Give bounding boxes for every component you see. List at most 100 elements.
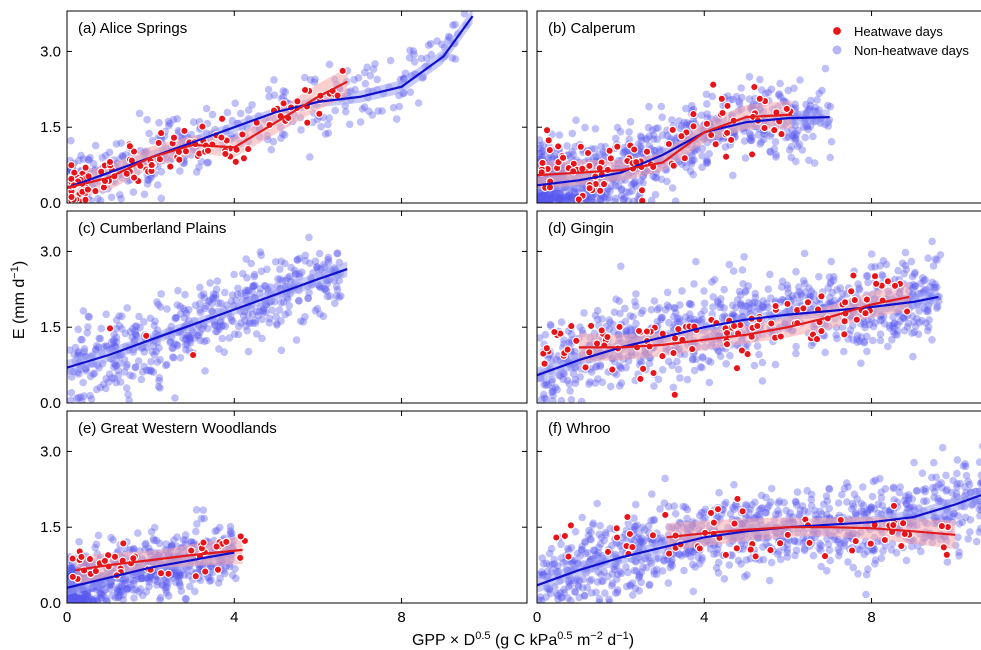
non-heatwave-point (180, 571, 189, 579)
non-heatwave-point (275, 306, 284, 314)
non-heatwave-point (795, 140, 804, 148)
non-heatwave-point (775, 91, 783, 99)
non-heatwave-point (559, 196, 568, 203)
non-heatwave-point (758, 302, 766, 310)
non-heatwave-point (112, 378, 120, 387)
non-heatwave-point (157, 168, 166, 176)
non-heatwave-point (619, 195, 628, 203)
non-heatwave-point (578, 326, 587, 335)
non-heatwave-point (703, 156, 711, 164)
non-heatwave-point (179, 304, 188, 313)
non-heatwave-point (565, 339, 573, 347)
non-heatwave-point (186, 333, 195, 342)
non-heatwave-point (129, 372, 137, 380)
non-heatwave-point (953, 469, 961, 478)
heatwave-point (664, 139, 674, 149)
non-heatwave-point (67, 564, 75, 573)
non-heatwave-point (761, 89, 770, 98)
non-heatwave-point (714, 569, 723, 577)
non-heatwave-point (645, 102, 653, 111)
non-heatwave-point (869, 322, 878, 331)
non-heatwave-point (192, 168, 201, 176)
non-heatwave-point (638, 534, 646, 543)
non-heatwave-point (617, 186, 626, 194)
non-heatwave-point (668, 561, 676, 570)
non-heatwave-point (537, 196, 545, 203)
non-heatwave-point (162, 578, 171, 587)
heatwave-point (771, 301, 780, 311)
heatwave-point (942, 550, 951, 559)
non-heatwave-point (862, 590, 870, 599)
non-heatwave-point (783, 284, 792, 293)
non-heatwave-point (745, 304, 753, 313)
non-heatwave-point (614, 182, 623, 190)
non-heatwave-point (537, 149, 543, 158)
non-heatwave-point (120, 368, 129, 376)
heatwave-point (634, 326, 644, 336)
non-heatwave-point (762, 508, 770, 517)
non-heatwave-point (565, 380, 574, 388)
non-heatwave-point (774, 510, 783, 518)
non-heatwave-point (712, 564, 721, 572)
non-heatwave-point (361, 79, 370, 88)
non-heatwave-point (166, 337, 175, 346)
non-heatwave-point (761, 130, 769, 139)
non-heatwave-point (953, 456, 962, 464)
panels-group: 0.01.53.0(a) Alice Springs (b) Calperum0.… (40, 10, 981, 626)
non-heatwave-point (67, 597, 74, 603)
non-heatwave-point (606, 187, 614, 195)
non-heatwave-point (107, 193, 116, 202)
non-heatwave-point (74, 325, 82, 334)
non-heatwave-point (593, 306, 602, 315)
non-heatwave-point (657, 175, 666, 184)
non-heatwave-point (130, 594, 138, 602)
non-heatwave-point (601, 194, 609, 202)
non-heatwave-point (67, 593, 76, 602)
non-heatwave-point (544, 154, 553, 163)
non-heatwave-point (414, 99, 423, 107)
non-heatwave-point (591, 311, 600, 320)
non-heatwave-point (333, 249, 342, 258)
non-heatwave-point (745, 508, 753, 517)
non-heatwave-point (909, 284, 917, 293)
non-heatwave-point (221, 288, 229, 297)
non-heatwave-point (673, 314, 682, 323)
non-heatwave-point (903, 323, 912, 331)
non-heatwave-point (617, 262, 625, 271)
non-heatwave-point (658, 567, 667, 575)
non-heatwave-point (775, 497, 784, 506)
non-heatwave-fit-line-c (67, 268, 348, 369)
non-heatwave-point (83, 329, 92, 337)
heatwave-point (880, 535, 889, 545)
non-heatwave-point (900, 269, 908, 278)
non-heatwave-point (795, 283, 803, 291)
non-heatwave-point (107, 338, 116, 346)
non-heatwave-point (267, 145, 276, 154)
non-heatwave-point (948, 512, 957, 521)
non-heatwave-point (953, 483, 961, 492)
non-heatwave-point (537, 197, 544, 203)
non-heatwave-point (71, 593, 79, 602)
heatwave-point (105, 324, 115, 333)
non-heatwave-point (715, 347, 723, 356)
heatwave-points-c (105, 324, 198, 360)
heatwave-point (718, 108, 727, 118)
non-heatwave-point (584, 531, 593, 540)
non-heatwave-point (219, 321, 227, 330)
non-heatwave-point (585, 380, 593, 388)
non-heatwave-point (93, 596, 101, 603)
non-heatwave-point (826, 153, 834, 162)
non-heatwave-point (537, 194, 543, 203)
non-heatwave-point (555, 193, 563, 202)
non-heatwave-point (736, 301, 745, 309)
heatwave-point (820, 551, 830, 561)
non-heatwave-point (742, 286, 750, 295)
non-heatwave-point (116, 591, 124, 600)
non-heatwave-point (137, 375, 146, 384)
non-heatwave-point (645, 522, 653, 530)
non-heatwave-point (597, 142, 605, 151)
non-heatwave-point (145, 544, 153, 553)
non-heatwave-point (770, 145, 778, 153)
non-heatwave-point (676, 374, 684, 382)
non-heatwave-point (345, 120, 354, 129)
